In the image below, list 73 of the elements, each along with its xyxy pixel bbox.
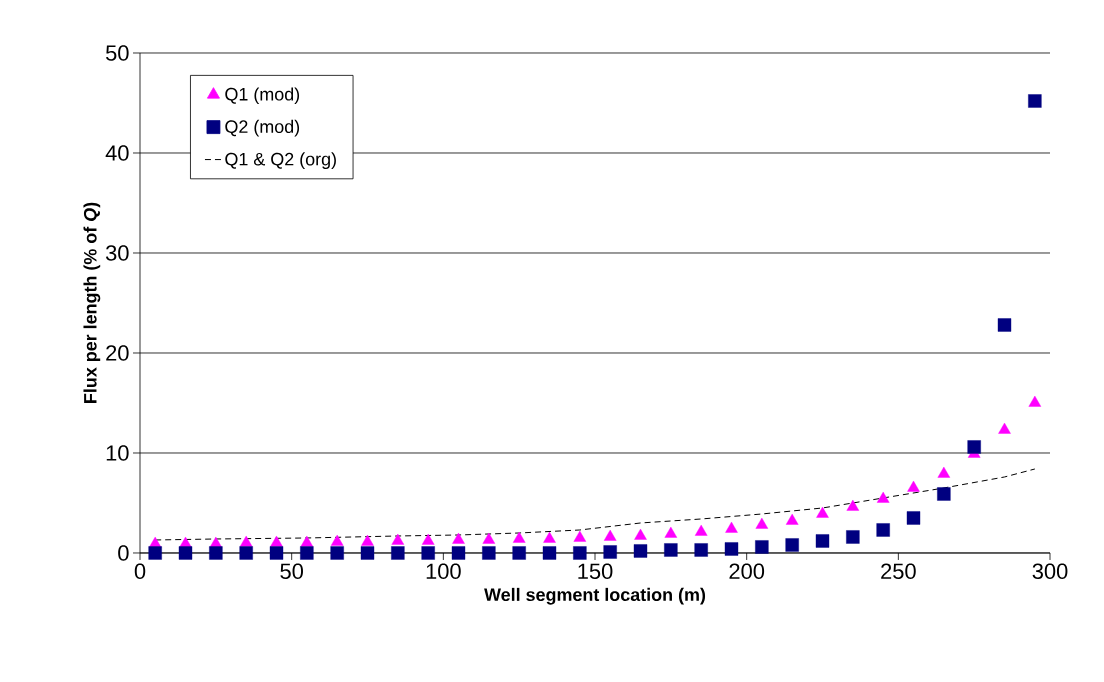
x-tick-label: 100	[426, 563, 461, 580]
point	[573, 546, 587, 560]
x-tick-label: 150	[578, 563, 613, 580]
point	[391, 533, 405, 545]
legend-label: Q2 (mod)	[225, 119, 300, 137]
y-tick-label: 40	[105, 145, 129, 161]
point	[633, 544, 648, 558]
point	[815, 534, 830, 548]
point	[330, 534, 344, 546]
point	[270, 535, 283, 547]
y-tick-label: 0	[118, 545, 129, 561]
point	[148, 546, 162, 560]
y-tick-label: 30	[105, 245, 129, 261]
point	[937, 466, 951, 478]
point	[664, 526, 678, 538]
point	[755, 517, 769, 529]
point	[269, 546, 284, 560]
point	[360, 546, 375, 560]
point	[755, 540, 769, 554]
point	[1028, 395, 1042, 407]
point	[967, 440, 981, 454]
point	[421, 533, 435, 545]
point	[998, 422, 1011, 434]
y-tick-label: 50	[105, 45, 129, 61]
point	[452, 532, 465, 544]
x-tick-label: 300	[1032, 563, 1068, 580]
point	[300, 535, 314, 547]
point	[906, 511, 921, 525]
point	[785, 513, 799, 525]
point	[876, 523, 890, 537]
x-tick-label: 200	[729, 563, 765, 580]
point	[482, 532, 496, 544]
point	[876, 491, 890, 503]
point	[542, 546, 557, 560]
point	[846, 499, 860, 511]
x-tick-label: 0	[134, 563, 146, 580]
point	[512, 531, 526, 543]
point	[725, 521, 738, 533]
point	[239, 546, 253, 560]
point	[451, 546, 466, 560]
point	[361, 534, 374, 546]
y-tick-label: 20	[106, 345, 129, 361]
legend-label: Q1 (mod)	[225, 87, 300, 105]
point	[543, 531, 556, 543]
point	[846, 530, 860, 544]
point	[816, 506, 829, 518]
point	[603, 545, 617, 559]
x-tick-label: 250	[881, 563, 916, 580]
point	[997, 318, 1012, 332]
point	[330, 546, 344, 560]
point	[573, 530, 587, 542]
point	[239, 535, 253, 547]
point	[937, 487, 951, 501]
point	[634, 528, 647, 540]
text: Flux per length (% of Q)	[83, 202, 101, 403]
point	[785, 538, 799, 552]
point	[178, 546, 193, 560]
point	[391, 546, 405, 560]
point	[421, 546, 435, 560]
point	[209, 546, 223, 560]
point	[512, 546, 526, 560]
point	[603, 529, 617, 541]
point	[664, 543, 678, 557]
point	[907, 480, 920, 492]
x-tick-label: 50	[280, 563, 303, 580]
point	[694, 524, 708, 536]
x-axis-title: Well segment location (m)	[484, 587, 706, 605]
point	[300, 546, 314, 560]
y-tick-label: 10	[106, 445, 129, 461]
legend-label: Q1 & Q2 (org)	[225, 152, 336, 170]
point	[694, 543, 708, 557]
point	[724, 542, 739, 556]
point	[482, 546, 496, 560]
